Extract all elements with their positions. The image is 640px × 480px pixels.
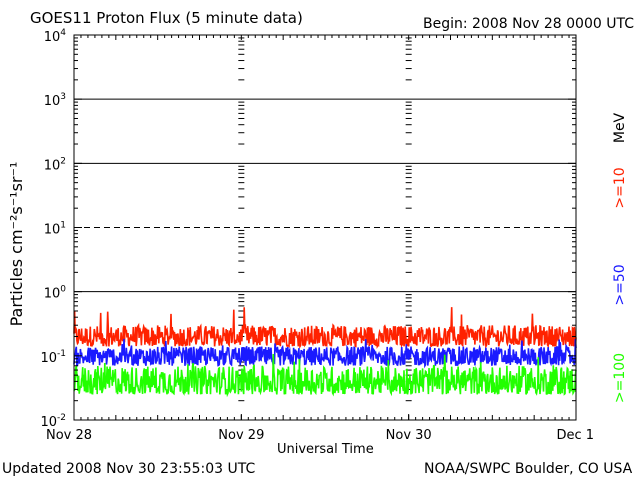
day-separator: [238, 37, 245, 420]
legend-unit: MeV: [612, 112, 628, 143]
x-tick-label: Nov 28: [46, 428, 92, 443]
y-tick-label: 100: [44, 285, 67, 302]
x-tick-label: Nov 29: [218, 428, 264, 443]
y-tick-label: 10-2: [40, 413, 66, 430]
chart-title: GOES11 Proton Flux (5 minute data): [30, 9, 303, 27]
y-tick-label: 103: [44, 92, 66, 109]
y-tick-label: 10-1: [40, 349, 66, 366]
source-credit: NOAA/SWPC Boulder, CO USA: [424, 461, 633, 477]
legend-entry: >=10: [612, 167, 628, 208]
series-line: [73, 307, 577, 350]
series-line: [73, 338, 577, 369]
x-axis-label: Universal Time: [277, 442, 374, 457]
series-line: [73, 353, 577, 398]
y-tick-label: 102: [44, 156, 66, 173]
legend-entry: >=50: [612, 264, 628, 305]
labels-layer: 10-2 10-1 100 101 102 103 104 Nov 28 Nov 29 Nov 3…: [7, 28, 628, 443]
axes-layer: [74, 35, 576, 421]
x-tick-label: Nov 30: [386, 428, 432, 443]
grid-layer: [74, 37, 576, 420]
legend-entry: >=100: [612, 353, 628, 403]
updated-timestamp: Updated 2008 Nov 30 23:55:03 UTC: [2, 461, 256, 477]
y-axis-label: Particles cm⁻²s⁻¹sr⁻¹: [7, 162, 26, 327]
day-separator: [405, 37, 412, 420]
begin-time: Begin: 2008 Nov 28 0000 UTC: [423, 16, 634, 32]
y-tick-label: 104: [44, 28, 67, 45]
x-tick-label: Dec 1: [556, 428, 594, 443]
y-tick-label: 101: [44, 221, 66, 238]
series-layer: [73, 307, 577, 398]
